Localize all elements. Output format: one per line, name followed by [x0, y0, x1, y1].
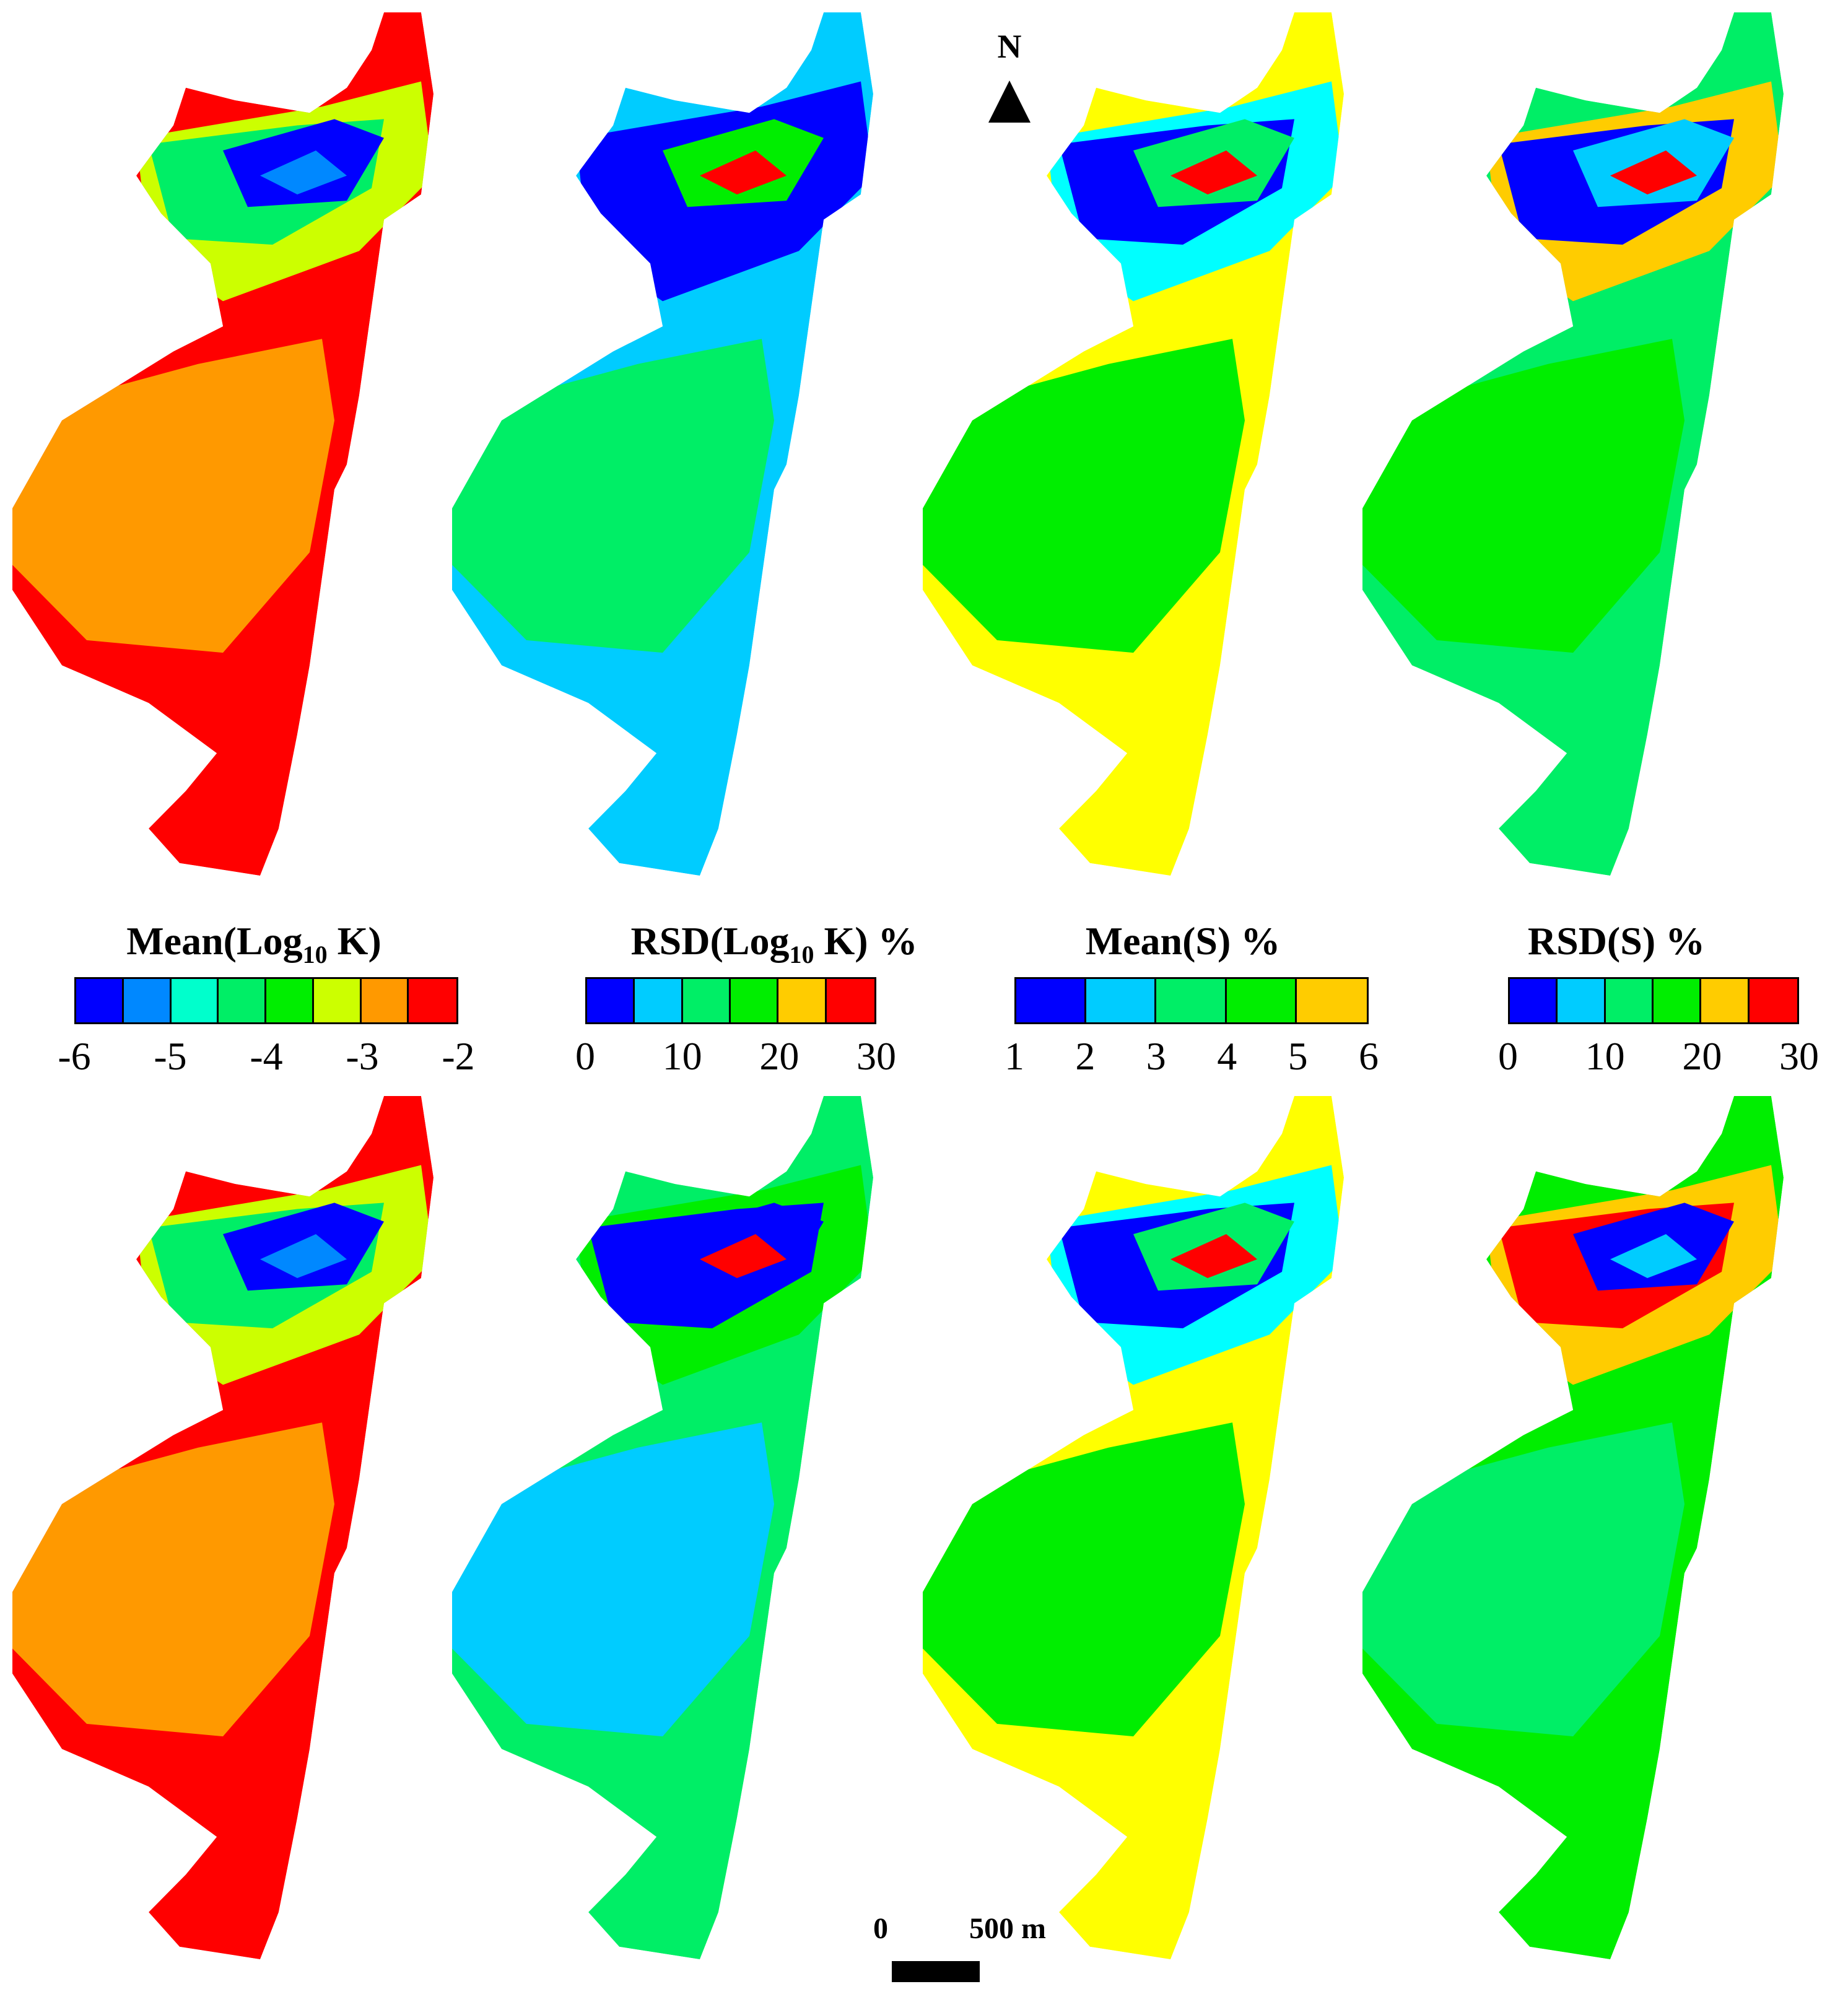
legend-swatch [409, 979, 456, 1022]
tick-label: 30 [856, 1034, 896, 1078]
legend-rsd-logk: RSD(Log10 K) % 0 10 20 30 [557, 916, 991, 1078]
color-ramp [585, 977, 876, 1024]
tick-label: -5 [154, 1034, 187, 1078]
scale-zero-label: 0 [873, 1912, 888, 1945]
map-svg [12, 1096, 434, 1960]
tick-label: 3 [1146, 1034, 1166, 1078]
legend-swatch [1296, 979, 1367, 1022]
tick-label: 0 [1498, 1034, 1518, 1078]
legend-swatch [76, 979, 124, 1022]
map-rsd-logk-bottom [452, 1096, 886, 2000]
map-zone [452, 339, 774, 653]
tick-labels: 0 10 20 30 [1498, 1032, 1819, 1081]
map-svg [1362, 12, 1784, 876]
legend-swatch [778, 979, 827, 1022]
tick-label: 5 [1288, 1034, 1308, 1078]
map-zone [452, 1422, 774, 1737]
tick-labels: 0 10 20 30 [575, 1032, 896, 1081]
tick-label: -4 [250, 1034, 283, 1078]
tick-label: 10 [1585, 1034, 1625, 1078]
tick-label: 4 [1217, 1034, 1237, 1078]
map-zone [1362, 339, 1685, 653]
north-label: N [997, 28, 1022, 65]
tick-label: 6 [1359, 1034, 1379, 1078]
tick-labels: -6 -5 -4 -3 -2 [58, 1032, 474, 1081]
legend-title: Mean(Log10 K) [126, 919, 381, 968]
map-mean-s-top [923, 12, 1356, 916]
north-arrow-icon [988, 80, 1031, 123]
legend-mean-logk: Mean(Log10 K) -6 -5 -4 -3 -2 [37, 916, 474, 1078]
legend-swatch [1558, 979, 1606, 1022]
map-zone [923, 339, 1245, 653]
map-zone [700, 150, 787, 195]
tick-label: 30 [1779, 1034, 1819, 1078]
legend-swatch [1510, 979, 1558, 1022]
tick-labels: 1 2 3 4 5 6 [1005, 1032, 1379, 1081]
scale-bar: 0 500 m [873, 1910, 1059, 1991]
map-mean-logk-bottom [12, 1096, 446, 2000]
map-zone [1170, 1234, 1257, 1279]
tick-label: 0 [575, 1034, 595, 1078]
tick-label: -6 [58, 1034, 91, 1078]
legend-swatch [1086, 979, 1157, 1022]
legend-swatch [635, 979, 683, 1022]
map-rsd-logk-top [452, 12, 886, 916]
legend-swatch [587, 979, 635, 1022]
map-mean-logk-top [12, 12, 446, 916]
legend-swatch [219, 979, 266, 1022]
legend-rsd-s: RSD(S) % 0 10 20 30 [1400, 916, 1833, 1078]
map-svg [452, 1096, 873, 1960]
legend-title: Mean(S) % [1085, 919, 1281, 963]
legend-swatch [826, 979, 874, 1022]
map-zone [1170, 150, 1257, 195]
map-svg [1362, 1096, 1784, 1960]
legend-swatch [1016, 979, 1087, 1022]
tick-label: -3 [346, 1034, 379, 1078]
map-zone [700, 1234, 787, 1279]
north-arrow: N [978, 25, 1040, 136]
map-zone [260, 1234, 347, 1279]
map-zone [12, 339, 334, 653]
tick-label: 20 [1682, 1034, 1722, 1078]
legend-swatch [1226, 979, 1297, 1022]
legend-swatch [1156, 979, 1227, 1022]
legend-swatch [1605, 979, 1654, 1022]
tick-label: 1 [1005, 1034, 1024, 1078]
scale-bar-segment [892, 1961, 980, 1982]
legend-swatch [1653, 979, 1702, 1022]
map-zone [1362, 1422, 1685, 1737]
tick-label: 20 [759, 1034, 800, 1078]
legend-swatch [171, 979, 219, 1022]
legend-title: RSD(S) % [1527, 919, 1706, 963]
map-svg [452, 12, 873, 876]
map-svg [923, 1096, 1344, 1960]
legend-swatch [682, 979, 731, 1022]
map-rsd-s-bottom [1362, 1096, 1796, 2000]
color-ramp [1014, 977, 1369, 1024]
map-svg [923, 12, 1344, 876]
legend-swatch [1701, 979, 1750, 1022]
legend-swatch [313, 979, 362, 1022]
tick-label: -2 [442, 1034, 475, 1078]
legend-title: RSD(Log10 K) % [630, 919, 918, 968]
legend-swatch [266, 979, 314, 1022]
legend-swatch [123, 979, 172, 1022]
map-svg [12, 12, 434, 876]
color-ramp [74, 977, 458, 1024]
map-rsd-s-top [1362, 12, 1796, 916]
map-zone [260, 150, 347, 195]
map-zone [1610, 1234, 1697, 1279]
legend-swatch [730, 979, 779, 1022]
tick-label: 2 [1075, 1034, 1096, 1078]
map-mean-s-bottom [923, 1096, 1356, 2000]
map-zone [923, 1422, 1245, 1737]
map-zone [12, 1422, 334, 1737]
legend-swatch [361, 979, 409, 1022]
legend-swatch [1749, 979, 1797, 1022]
legend-mean-s: Mean(S) % 1 2 3 4 5 6 [966, 916, 1400, 1078]
scale-distance-label: 500 m [969, 1912, 1046, 1945]
color-ramp [1508, 977, 1799, 1024]
map-zone [1610, 150, 1697, 195]
tick-label: 10 [662, 1034, 702, 1078]
